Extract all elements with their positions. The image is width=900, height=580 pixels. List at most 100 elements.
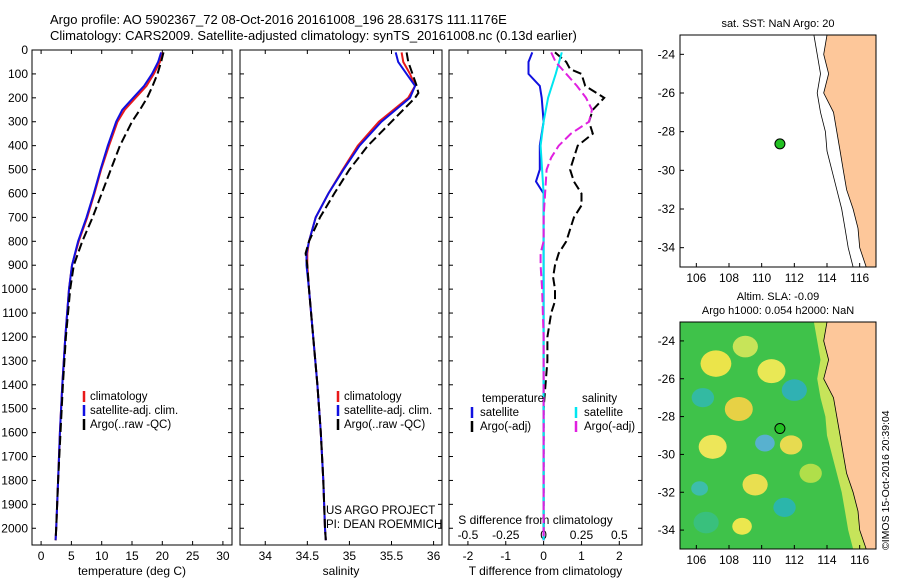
depth-tick-label: 800	[8, 234, 28, 248]
x-tick-label: 0	[540, 549, 547, 563]
lat-tick-label: -34	[658, 241, 676, 255]
lon-tick-label: 106	[686, 271, 706, 285]
x-tick-label: 15	[125, 549, 139, 563]
depth-tick-label: 100	[8, 67, 28, 81]
x-tick-label: 5	[68, 549, 75, 563]
x-tick-label: 30	[216, 549, 230, 563]
x-tick-label: 0	[38, 549, 45, 563]
depth-tick-label: 1600	[1, 426, 28, 440]
x-tick-label: 34	[259, 549, 273, 563]
lon-tick-label: 116	[850, 553, 869, 567]
depth-tick-label: 500	[8, 163, 28, 177]
x-tick-label: 35.5	[380, 549, 404, 563]
lat-tick-label: -32	[658, 485, 676, 499]
sla-anomaly-patch	[732, 517, 752, 535]
x-tick-label: 25	[186, 549, 200, 563]
lat-tick-label: -34	[658, 523, 676, 537]
lon-tick-label: 108	[719, 553, 739, 567]
depth-tick-label: 200	[8, 91, 28, 105]
series-line-argo-raw-qc-	[304, 52, 420, 541]
map-frame	[679, 34, 877, 268]
secondary-tick-label: -0.5	[458, 528, 479, 542]
depth-tick-label: 600	[8, 186, 28, 200]
panel-temperature: 0 5 10 15 20 25 30 temperature (deg C) climatolo…	[31, 49, 233, 578]
secondary-tick-label: 0.25	[570, 528, 594, 542]
lat-tick-label: -26	[658, 86, 676, 100]
sla-anomaly-patch	[698, 434, 727, 459]
depth-tick-label: 1500	[1, 402, 28, 416]
panel-frame	[448, 49, 643, 546]
sla-anomaly-patch	[773, 497, 796, 517]
legend-label: Argo(..raw -QC)	[90, 419, 171, 431]
project-annotation: PI: DEAN ROEMMICH	[326, 519, 442, 531]
lon-tick-label: 110	[752, 553, 771, 567]
sla-anomaly-patch	[700, 350, 732, 377]
legend-label: climatology	[90, 391, 148, 403]
legend-label: Argo(-adj)	[584, 421, 635, 433]
lat-tick-label: -32	[658, 202, 676, 216]
legend-label: satellite	[584, 407, 623, 419]
x-tick-label: 35	[343, 549, 357, 563]
series-line-satellite-adj-clim-	[305, 52, 417, 541]
lat-tick-label: -24	[658, 47, 676, 61]
depth-tick-label: 1800	[1, 473, 28, 487]
lat-tick-label: -24	[658, 334, 676, 348]
lat-tick-label: -28	[658, 125, 676, 139]
map-title: Argo h1000: 0.054 h2000: NaN	[702, 305, 854, 317]
series-line-salinity-satellite	[539, 52, 563, 541]
x-tick-label: 10	[95, 549, 109, 563]
x-tick-label: -2	[463, 549, 474, 563]
climatology-title: Climatology: CARS2009. Satellite-adjuste…	[50, 28, 577, 43]
depth-tick-label: 1900	[1, 497, 28, 511]
map-frame	[679, 321, 877, 550]
depth-tick-label: 900	[8, 258, 28, 272]
lon-tick-label: 112	[785, 553, 804, 567]
legend-title-salinity: salinity	[582, 393, 617, 405]
legend-label: Argo(-adj)	[480, 421, 531, 433]
depth-tick-label: 1400	[1, 378, 28, 392]
x-tick-label: 2	[616, 549, 623, 563]
map-title: sat. SST: NaN Argo: 20	[721, 18, 834, 30]
x-axis-label: salinity	[323, 564, 360, 578]
lon-tick-label: 114	[817, 271, 836, 285]
legend-label: satellite-adj. clim.	[90, 405, 178, 417]
copyright-stamp: ©IMOS 15-Oct-2016 20:39:04	[880, 410, 892, 550]
float-position-marker	[774, 138, 786, 150]
depth-tick-label: 1700	[1, 450, 28, 464]
depth-tick-label: 400	[8, 139, 28, 153]
sla-anomaly-patch	[691, 388, 715, 408]
lon-tick-label: 106	[686, 553, 706, 567]
series-line-argo-raw-qc-	[54, 52, 165, 541]
legend-label: Argo(..raw -QC)	[344, 419, 425, 431]
map-title: Altim. SLA: -0.09	[737, 291, 820, 303]
depth-tick-label: 1200	[1, 330, 28, 344]
land-area	[823, 35, 876, 267]
sla-anomaly-patch	[755, 434, 775, 452]
sla-anomaly-patch	[742, 473, 768, 496]
panel-salinity: 34 34.5 35 35.5 36 salinity climatology satelli…	[239, 49, 443, 578]
profile-title: Argo profile: AO 5902367_72 08-Oct-2016 …	[50, 12, 507, 27]
secondary-tick-label: -0.25	[492, 528, 520, 542]
depth-tick-label: 700	[8, 210, 28, 224]
series-line-satellite-adj-clim-	[54, 52, 163, 541]
x-axis-label: temperature (deg C)	[78, 564, 186, 578]
sla-anomaly-patch	[799, 463, 822, 483]
sla-anomaly-patch	[757, 359, 786, 384]
series-line-salinity-argo-adj-	[539, 51, 594, 541]
x-tick-label: 1	[578, 549, 585, 563]
map-content	[680, 35, 876, 267]
depth-tick-label: 1300	[1, 354, 28, 368]
float-position-marker	[774, 423, 786, 435]
secondary-axis-label: S difference from climatology	[458, 513, 613, 527]
map-sst: 106 108 110 112 114 116 -24 -26 -28 -30 -32 -34 sat.…	[658, 18, 877, 285]
legend-label: satellite-adj. clim.	[344, 405, 432, 417]
secondary-tick-label: 0.5	[611, 528, 628, 542]
lat-tick-label: -30	[658, 447, 676, 461]
x-tick-label: 20	[156, 549, 170, 563]
sla-anomaly-patch	[781, 379, 807, 401]
map-content	[680, 322, 876, 549]
lon-tick-label: 108	[719, 271, 739, 285]
lon-tick-label: 110	[752, 271, 771, 285]
depth-tick-label: 300	[8, 115, 28, 129]
